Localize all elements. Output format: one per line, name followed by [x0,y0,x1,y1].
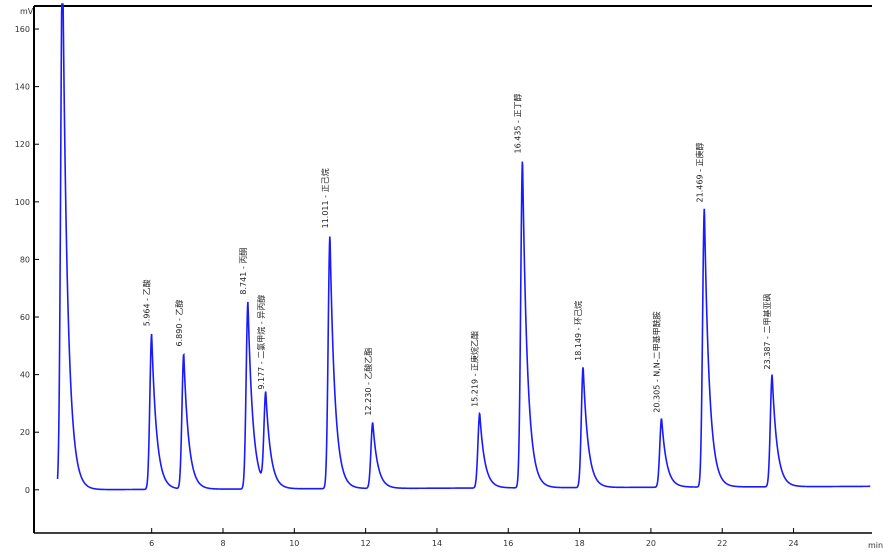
peak-label: 18.149 - 环己烷 [573,301,583,361]
peak-label: 9.177 - 二氯甲烷 - 异丙醇 [256,295,266,390]
peak-label: 5.964 - 乙酸 [142,279,152,326]
y-tick-label: 80 [20,255,30,264]
y-tick-label: 120 [15,140,30,149]
y-tick-label: 100 [15,198,30,207]
peak-label: 15.219 - 正庚烷乙酯 [470,331,480,407]
y-tick-label: 40 [20,371,30,380]
x-tick-label: 14 [432,539,442,548]
x-tick-label: 22 [717,539,727,548]
x-tick-label: 16 [503,539,513,548]
x-tick-label: 20 [646,539,656,548]
peak-label: 12.230 - 乙酸乙酯 [363,348,373,416]
x-tick-label: 12 [361,539,371,548]
peak-label: 16.435 - 正丁醇 [513,94,523,154]
peak-label-layer: 5.964 - 乙酸 6.890 - 乙醇 8.741 - 丙酮 9.177 - 二氯… [62,6,773,427]
y-tick-label: 160 [15,25,30,34]
x-unit-label: min [868,541,883,550]
y-tick-label: 0 [25,486,30,495]
peak-label: 8.741 - 丙酮 [239,248,248,295]
chromatogram-trace [56,3,871,491]
peak-label: 21.469 - 正庚醇 [694,142,704,202]
y-tick-label: 20 [20,428,30,437]
x-tick-label: 10 [289,539,299,548]
x-tick-label: 24 [788,539,798,548]
trace-layer [56,3,871,491]
peak-label: 20.305 - N,N-二甲基甲酰胺 [652,311,662,412]
y-tick-label: 60 [20,313,30,322]
y-tick-label: 140 [15,83,30,92]
x-tick-label: 18 [574,539,584,548]
x-tick-label: 6 [149,539,154,548]
peak-label: 23.387 - 二甲基亚砜 [762,294,772,370]
axes-layer: 0 20 40 60 80 100 120 140 160 6 8 10 12 14 16 18 20 22 24 [15,5,872,548]
x-tick-label: 8 [220,539,225,548]
peak-label: 6.890 - 乙醇 [174,300,184,347]
y-unit-label: mV [20,7,34,16]
peak-label: 11.011 - 正己烷 [320,168,330,228]
